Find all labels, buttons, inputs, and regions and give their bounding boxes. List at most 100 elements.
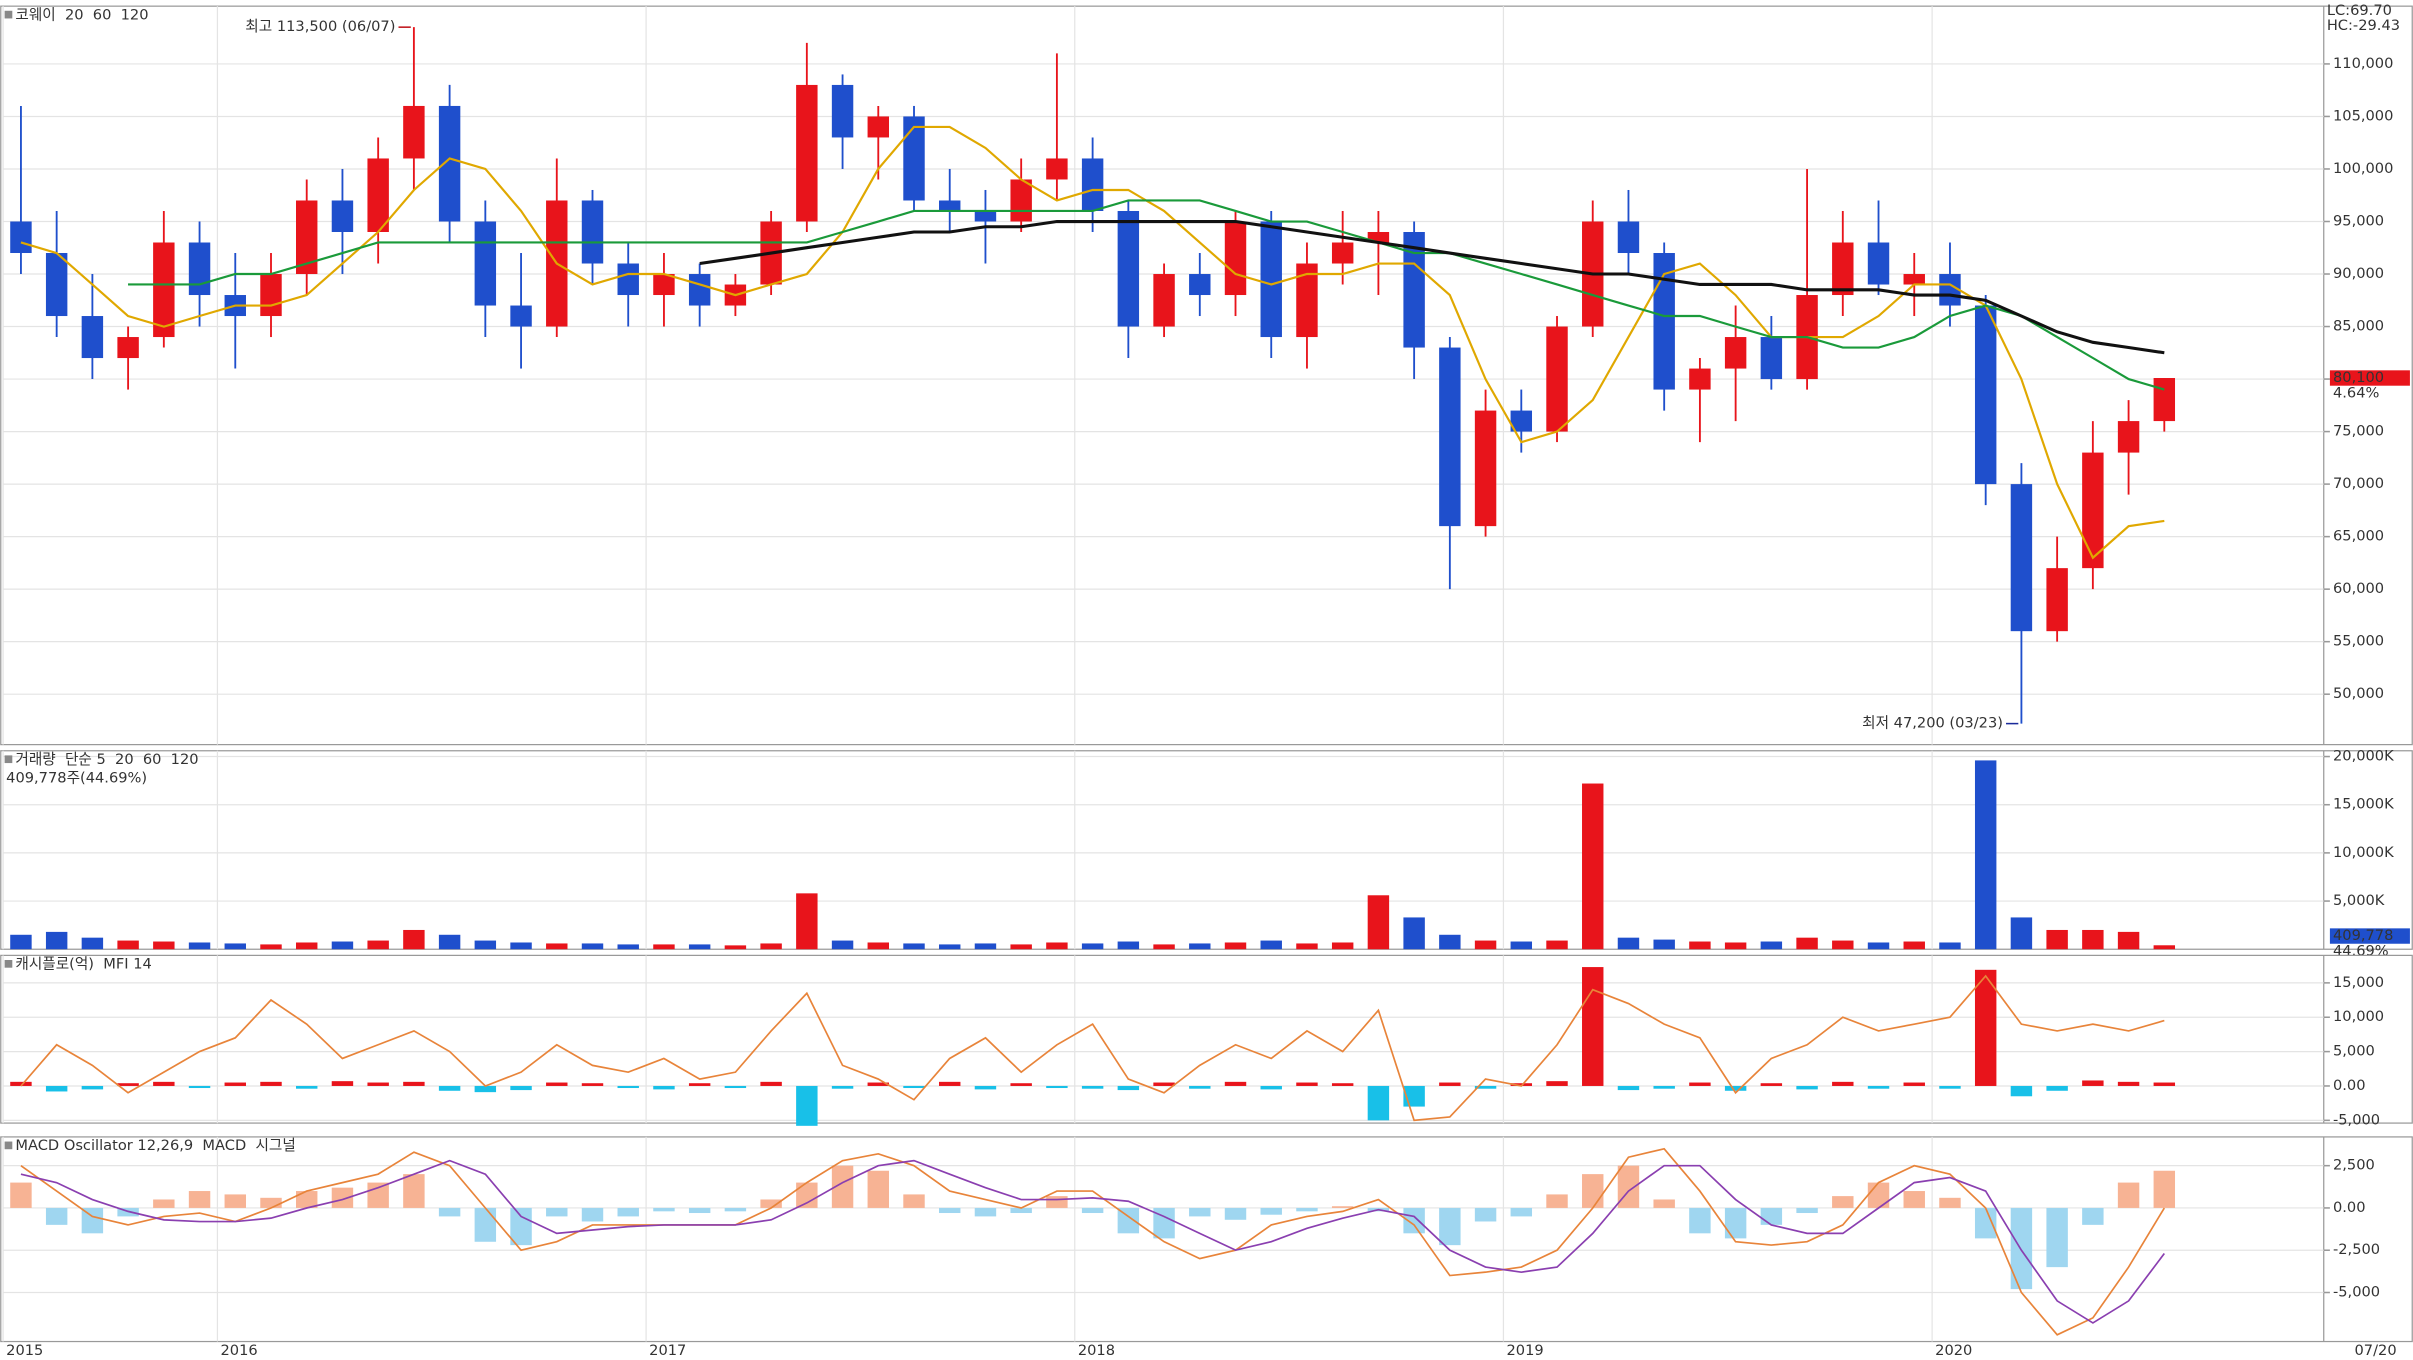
volume-bar bbox=[260, 944, 282, 950]
legend-item: MFI 14 bbox=[103, 956, 152, 973]
candle-body bbox=[653, 274, 675, 296]
volume-bar bbox=[224, 943, 246, 950]
volume-bar bbox=[2082, 929, 2104, 950]
volume-bar bbox=[1367, 895, 1390, 950]
panel-frame bbox=[0, 5, 2413, 746]
oscillator-bar bbox=[1546, 1194, 1568, 1208]
last-volume-tag bbox=[2329, 928, 2410, 944]
oscillator-bar bbox=[939, 1207, 961, 1214]
oscillator-bar bbox=[1189, 1085, 1211, 1089]
oscillator-bar bbox=[760, 1081, 782, 1086]
volume-bar bbox=[45, 931, 68, 950]
lc-label: LC:69.70 bbox=[2327, 2, 2392, 19]
volume-bar bbox=[331, 941, 354, 950]
candle-body bbox=[1331, 242, 1354, 264]
oscillator-bar bbox=[331, 1187, 354, 1208]
y-tick-label: 2,500 bbox=[2333, 1157, 2375, 1174]
oscillator-bar bbox=[1903, 1191, 1925, 1208]
candle-body bbox=[1724, 337, 1747, 369]
y-tick-label: 95,000 bbox=[2333, 212, 2384, 229]
oscillator-bar bbox=[1760, 1083, 1783, 1086]
indicator-line bbox=[20, 1159, 2165, 1324]
x-tick-label: 2020 bbox=[1935, 1342, 1972, 1359]
oscillator-bar bbox=[1153, 1207, 1175, 1239]
oscillator-bar bbox=[831, 1085, 854, 1089]
oscillator-bar bbox=[1439, 1207, 1461, 1246]
oscillator-bar bbox=[367, 1082, 389, 1086]
candle-body bbox=[403, 105, 425, 159]
oscillator-bar bbox=[688, 1207, 711, 1214]
volume-bar bbox=[1439, 934, 1461, 950]
volume-bar bbox=[1867, 942, 1890, 950]
oscillator-bar bbox=[2082, 1207, 2104, 1225]
oscillator-bar bbox=[2010, 1207, 2033, 1290]
legend-marker bbox=[4, 755, 13, 764]
candle-body bbox=[1867, 242, 1890, 285]
oscillator-bar bbox=[224, 1082, 246, 1086]
candle-body bbox=[1224, 221, 1247, 296]
candle-body bbox=[2153, 378, 2176, 422]
candle-body bbox=[617, 263, 639, 296]
volume-bar bbox=[81, 937, 104, 950]
volume-bar bbox=[1117, 941, 1140, 950]
volume-bar bbox=[867, 942, 890, 950]
oscillator-bar bbox=[546, 1082, 568, 1086]
legend-marker bbox=[4, 1141, 13, 1150]
candle-body bbox=[1653, 253, 1675, 390]
volume-bar bbox=[796, 893, 818, 950]
oscillator-bar bbox=[2117, 1182, 2140, 1208]
oscillator-bar bbox=[2082, 1080, 2104, 1086]
hc-label: HC:-29.43 bbox=[2327, 17, 2400, 34]
y-tick-label: 90,000 bbox=[2333, 265, 2384, 282]
candle-body bbox=[510, 305, 532, 327]
indicator-line bbox=[20, 1147, 2166, 1336]
oscillator-bar bbox=[153, 1081, 175, 1086]
candle-body bbox=[831, 84, 854, 138]
volume-bar bbox=[831, 940, 854, 950]
candle-body bbox=[1974, 305, 1997, 485]
volume-bar bbox=[1296, 943, 1318, 950]
oscillator-bar bbox=[474, 1085, 497, 1093]
oscillator-bar bbox=[2046, 1207, 2068, 1268]
oscillator-bar bbox=[796, 1085, 818, 1126]
candle-body bbox=[1189, 274, 1211, 296]
y-tick-label: 75,000 bbox=[2333, 423, 2384, 440]
legend-item: 단순 5 bbox=[65, 751, 106, 768]
candle-body bbox=[1689, 368, 1711, 390]
volume-bar bbox=[2153, 945, 2176, 950]
oscillator-bar bbox=[2010, 1085, 2033, 1097]
legend-item: 20 bbox=[65, 6, 84, 23]
oscillator-bar bbox=[45, 1207, 68, 1225]
oscillator-bar bbox=[367, 1182, 389, 1208]
volume-bar bbox=[10, 934, 32, 950]
volume-bar bbox=[1796, 937, 1818, 950]
y-tick-label: 60,000 bbox=[2333, 580, 2384, 597]
oscillator-bar bbox=[1582, 967, 1604, 1086]
oscillator-bar bbox=[510, 1207, 532, 1246]
last-price-label: 80,100 bbox=[2333, 369, 2384, 386]
candle-body bbox=[1403, 231, 1425, 348]
oscillator-bar bbox=[1474, 1207, 1497, 1222]
legend-item: 20 bbox=[115, 751, 134, 768]
oscillator-bar bbox=[1331, 1083, 1354, 1086]
oscillator-bar bbox=[724, 1085, 747, 1089]
volume-bar bbox=[1617, 937, 1640, 950]
oscillator-bar bbox=[438, 1207, 461, 1217]
volume-bar bbox=[1653, 939, 1675, 950]
volume-bar bbox=[1724, 942, 1747, 950]
oscillator-bar bbox=[653, 1085, 675, 1090]
volume-bar bbox=[1189, 943, 1211, 950]
oscillator-bar bbox=[188, 1191, 211, 1208]
candle-body bbox=[1296, 263, 1318, 338]
oscillator-bar bbox=[1439, 1082, 1461, 1086]
oscillator-bar bbox=[296, 1191, 318, 1208]
legend-item: 60 bbox=[93, 6, 112, 23]
oscillator-bar bbox=[1724, 1085, 1747, 1091]
oscillator-bar bbox=[939, 1081, 961, 1086]
oscillator-bar bbox=[1474, 1085, 1497, 1089]
candle-body bbox=[1010, 179, 1032, 222]
y-tick-label: 15,000K bbox=[2333, 796, 2394, 813]
oscillator-bar bbox=[688, 1083, 711, 1086]
oscillator-bar bbox=[2046, 1085, 2068, 1091]
volume-ratio-label: 44.69% bbox=[2333, 942, 2389, 959]
